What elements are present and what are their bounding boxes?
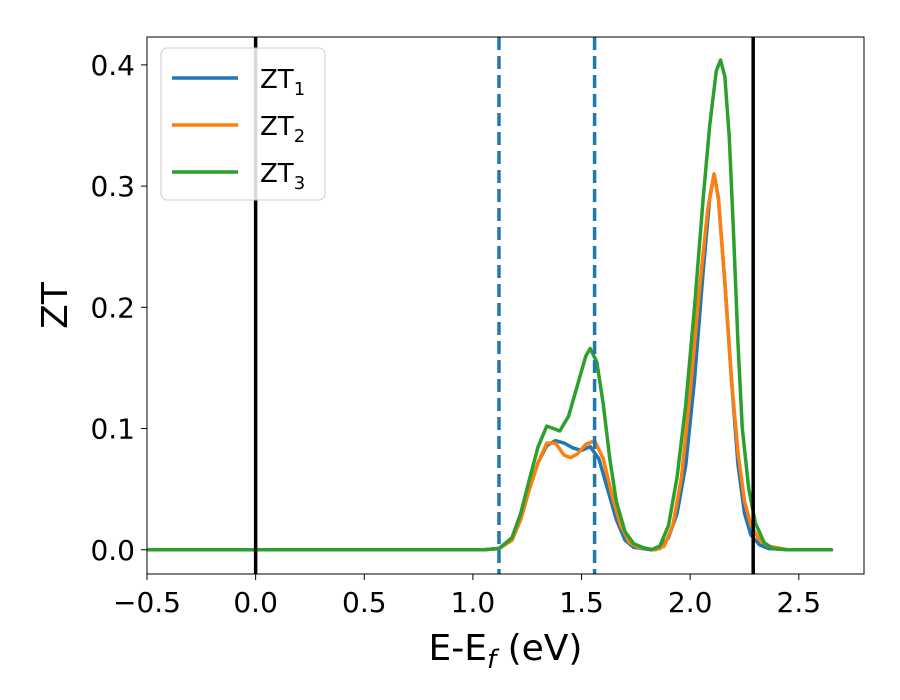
- y-tick-label: 0.4: [90, 49, 135, 82]
- series-line-zt3: [147, 58, 834, 552]
- legend-box: [160, 47, 326, 201]
- x-tick-label: 2.0: [668, 586, 713, 619]
- y-tick-label: 0.2: [90, 291, 135, 324]
- x-axis-label: E-Ef (eV): [429, 628, 583, 675]
- legend-label: ZT3: [260, 159, 305, 194]
- x-tick-label: 1.0: [451, 586, 496, 619]
- legend-label: ZT1: [260, 65, 305, 100]
- x-tick-label: 2.5: [777, 586, 822, 619]
- legend-label: ZT2: [260, 112, 305, 147]
- legend-item-zt1: ZT1: [172, 65, 305, 100]
- y-axis: 0.0 0.1 0.2 0.3 0.4: [90, 49, 147, 567]
- y-axis-label: ZT: [35, 281, 76, 329]
- y-tick-label: 0.0: [90, 534, 135, 567]
- x-tick-label: 0.0: [233, 586, 278, 619]
- x-tick-label: 0.5: [342, 586, 387, 619]
- legend-item-zt3: ZT3: [172, 159, 305, 194]
- x-tick-label: 1.5: [559, 586, 604, 619]
- x-axis: −0.5 0.0 0.5 1.0 1.5 2.0 2.5: [113, 574, 821, 619]
- legend-item-zt2: ZT2: [172, 112, 305, 147]
- legend: ZT1 ZT2 ZT3: [160, 47, 326, 201]
- y-tick-label: 0.1: [90, 413, 135, 446]
- x-tick-label: −0.5: [113, 586, 181, 619]
- y-tick-label: 0.3: [90, 170, 135, 203]
- series-line-zt2: [147, 172, 834, 552]
- plot-frame: [146, 36, 865, 575]
